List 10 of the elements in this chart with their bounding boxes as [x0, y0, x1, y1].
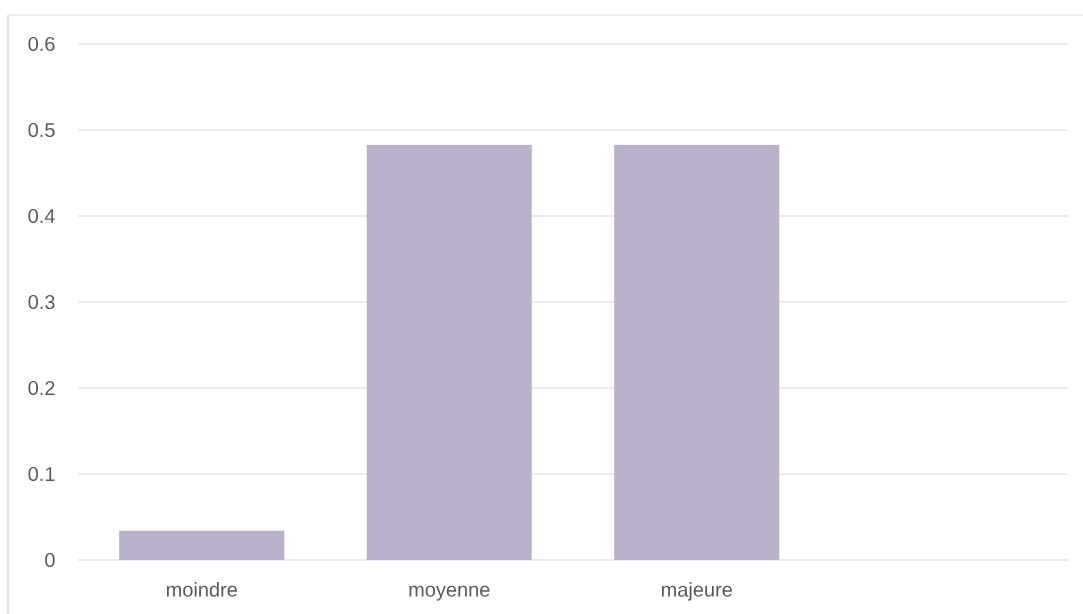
y-tick-label: 0.4 [28, 208, 55, 224]
x-tick-label: moyenne [409, 585, 490, 601]
y-tick-label: 0.1 [28, 466, 55, 482]
y-tick-label: 0.2 [28, 380, 55, 396]
x-tick-label: majeure [661, 582, 732, 601]
y-tick-label: 0.6 [28, 36, 55, 52]
y-tick-label: 0.5 [28, 122, 55, 138]
y-tick-label: 0.3 [28, 294, 55, 310]
x-tick-label: moindre [166, 582, 237, 597]
y-tick-label: 0 [45, 552, 55, 568]
